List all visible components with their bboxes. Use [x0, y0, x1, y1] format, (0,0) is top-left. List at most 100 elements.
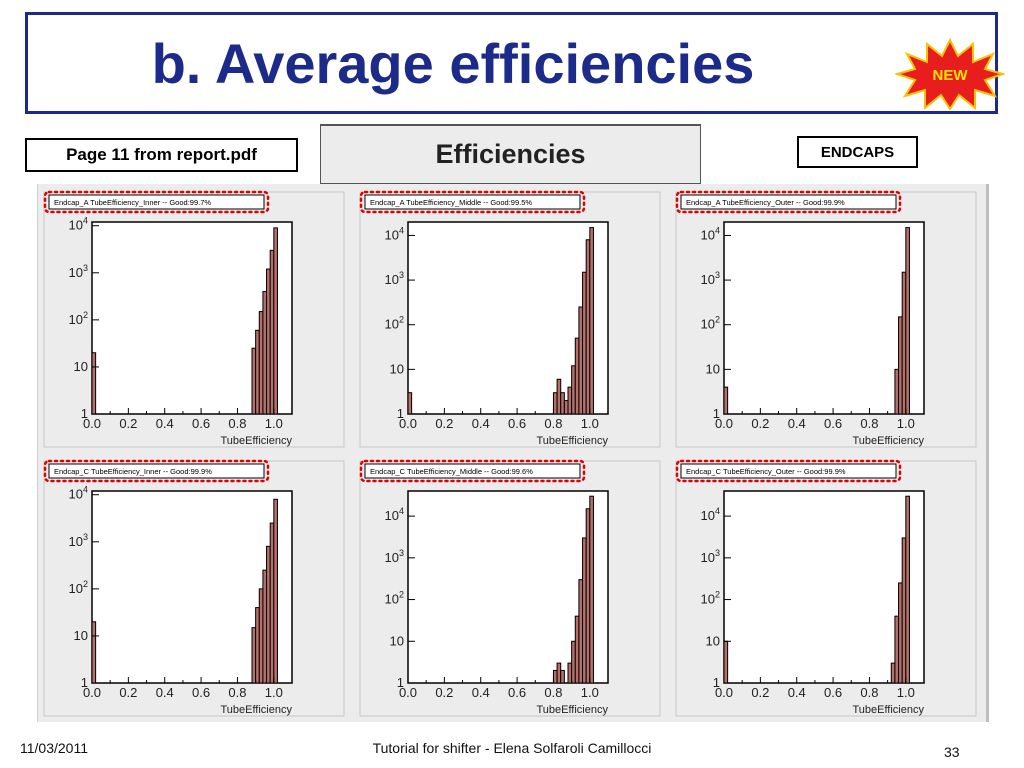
- y-tick-label: 1: [81, 675, 88, 690]
- x-axis-label: TubeEfficiency: [852, 704, 924, 716]
- page-number: 33: [944, 744, 960, 760]
- histogram-panel: Endcap_C TubeEfficiency_Inner -- Good:99…: [43, 459, 345, 717]
- x-tick-label: 0.0: [83, 685, 101, 700]
- x-tick-label: 1.0: [265, 685, 283, 700]
- x-tick-label: 0.4: [156, 416, 174, 431]
- histogram-bar: [251, 627, 257, 684]
- histogram-bar: [723, 386, 729, 415]
- histogram-bar: [269, 522, 275, 684]
- x-tick-label: 0.4: [156, 685, 174, 700]
- highlight-outline: [43, 190, 270, 214]
- x-tick-label: 0.0: [715, 685, 733, 700]
- starburst-shape: [895, 38, 1005, 110]
- y-tick-label: 10: [706, 633, 720, 648]
- y-tick-label: 104: [701, 225, 720, 242]
- x-tick-label: 0.6: [192, 685, 210, 700]
- x-tick-label: 0.2: [751, 416, 769, 431]
- histogram-bar: [894, 615, 900, 684]
- highlight-outline: [675, 459, 902, 483]
- histogram-bar: [266, 268, 271, 415]
- histogram-bar: [262, 291, 268, 415]
- histogram-bar: [574, 337, 580, 415]
- x-tick-label: 0.2: [435, 685, 453, 700]
- x-tick-label: 0.6: [508, 416, 526, 431]
- histogram-bar: [563, 400, 569, 415]
- histogram-bar: [251, 347, 257, 415]
- x-axis-label: TubeEfficiency: [220, 704, 292, 716]
- y-tick-label: 104: [69, 485, 88, 502]
- highlight-outline: [359, 190, 586, 214]
- new-badge-label: NEW: [933, 67, 969, 84]
- histogram-bar: [407, 392, 413, 415]
- histogram-bar: [258, 311, 264, 415]
- y-tick-label: 103: [385, 548, 404, 565]
- charts-area: Endcap_A TubeEfficiency_Inner -- Good:99…: [37, 184, 989, 722]
- y-tick-label: 102: [701, 315, 720, 332]
- histogram-bar: [589, 227, 594, 415]
- plot-frame: [723, 221, 925, 415]
- histogram-title-box: [680, 463, 897, 479]
- x-tick-label: 1.0: [897, 685, 915, 700]
- x-tick-label: 0.8: [860, 685, 878, 700]
- histogram-bar: [898, 582, 903, 684]
- footer-date: 11/03/2011: [20, 740, 88, 756]
- histogram-title: Endcap_A TubeEfficiency_Outer -- Good:99…: [686, 198, 845, 207]
- histogram-bar: [571, 640, 576, 684]
- histogram-title-box: [364, 463, 581, 479]
- x-tick-label: 0.8: [860, 416, 878, 431]
- y-tick-label: 1: [397, 675, 404, 690]
- histogram-bar: [898, 316, 903, 415]
- histogram-bar: [560, 392, 565, 415]
- histogram-bar: [552, 669, 558, 684]
- histogram-title-box: [680, 194, 897, 210]
- y-tick-label: 1: [81, 406, 88, 421]
- x-tick-label: 0.4: [788, 416, 806, 431]
- histogram-bar: [582, 271, 587, 415]
- histogram-panel: Endcap_A TubeEfficiency_Inner -- Good:99…: [43, 190, 345, 448]
- x-axis-label: TubeEfficiency: [536, 435, 608, 447]
- x-axis-label: TubeEfficiency: [852, 435, 924, 447]
- endcaps-label: ENDCAPS: [797, 136, 918, 168]
- histogram-bar: [560, 669, 565, 684]
- report-note: Page 11 from report.pdf: [25, 138, 298, 172]
- x-tick-label: 0.0: [715, 416, 733, 431]
- histogram-bar: [589, 495, 594, 684]
- y-tick-label: 104: [701, 506, 720, 523]
- histogram-title-box: [48, 463, 265, 479]
- histogram-panel: Endcap_A TubeEfficiency_Outer -- Good:99…: [675, 190, 977, 448]
- y-tick-label: 10: [706, 361, 720, 376]
- x-tick-label: 1.0: [265, 416, 283, 431]
- x-tick-label: 0.2: [119, 416, 137, 431]
- x-tick-label: 0.8: [544, 685, 562, 700]
- histogram-bar: [574, 615, 580, 684]
- histogram-bar: [578, 579, 584, 684]
- histogram-title-box: [364, 194, 581, 210]
- histogram-panel: Endcap_A TubeEfficiency_Middle -- Good:9…: [359, 190, 661, 448]
- histogram-bar: [901, 537, 907, 684]
- x-tick-label: 0.4: [788, 685, 806, 700]
- y-tick-label: 102: [385, 315, 404, 332]
- y-tick-label: 104: [69, 216, 88, 233]
- histogram-title: Endcap_A TubeEfficiency_Inner -- Good:99…: [54, 198, 211, 207]
- x-tick-label: 1.0: [897, 416, 915, 431]
- histogram-title: Endcap_C TubeEfficiency_Inner -- Good:99…: [54, 467, 212, 476]
- new-badge-starburst-icon: NEW: [895, 38, 1005, 110]
- x-tick-label: 0.4: [472, 416, 490, 431]
- y-tick-label: 102: [69, 579, 88, 596]
- highlight-outline: [675, 190, 902, 214]
- x-tick-label: 0.8: [228, 416, 246, 431]
- histogram-bar: [582, 537, 587, 684]
- histogram-panel: Endcap_C TubeEfficiency_Middle -- Good:9…: [359, 459, 661, 717]
- y-tick-label: 104: [385, 506, 404, 523]
- histogram-title: Endcap_C TubeEfficiency_Middle -- Good:9…: [370, 467, 533, 476]
- footer-author: Tutorial for shifter - Elena Solfaroli C…: [372, 740, 652, 756]
- x-tick-label: 0.0: [399, 685, 417, 700]
- y-tick-label: 103: [701, 270, 720, 287]
- y-tick-label: 104: [385, 225, 404, 242]
- histogram-bar: [255, 329, 260, 415]
- y-tick-label: 103: [69, 263, 88, 280]
- histogram-bar: [567, 662, 573, 684]
- highlight-outline: [43, 459, 270, 483]
- x-tick-label: 0.8: [228, 685, 246, 700]
- histogram-bar: [556, 662, 562, 684]
